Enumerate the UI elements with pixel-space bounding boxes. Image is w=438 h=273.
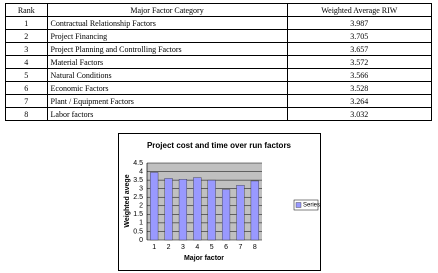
y-tick-label: 1 — [139, 220, 143, 227]
bar — [221, 189, 231, 241]
y-tick-label: 0 — [139, 237, 143, 244]
y-tick-label: 4.5 — [133, 160, 143, 167]
table-cell: 5 — [5, 68, 48, 82]
table-cell: 2 — [5, 29, 48, 43]
legend-label: Series1 — [303, 203, 321, 209]
bar — [193, 177, 202, 241]
table-cell: Natural Conditions — [46, 68, 288, 82]
x-tick-label: 1 — [152, 244, 156, 251]
x-tick-label: 4 — [195, 244, 199, 251]
table-cell: Plant / Equipment Factors — [46, 94, 288, 108]
header-cell: Major Factor Category — [46, 3, 288, 17]
table-row: 7 Plant / Equipment Factors 3.264 — [5, 94, 433, 108]
table-cell: 3.566 — [286, 68, 433, 82]
x-tick-label: 3 — [181, 244, 185, 251]
factor-table: Rank Major Factor Category Weighted Averag… — [5, 3, 433, 121]
table-cell: 4 — [5, 55, 48, 69]
table-row: 6 Economic Factors 3.528 — [5, 81, 433, 95]
y-tick-label: 3.5 — [133, 177, 143, 184]
table-cell: Labor factors — [46, 107, 288, 121]
y-tick-label: 2.5 — [133, 194, 143, 201]
header-cell: Weighted Average RIW — [286, 3, 433, 17]
bar — [178, 179, 188, 241]
table-row: 5 Natural Conditions 3.566 — [5, 68, 433, 82]
x-tick-label: 2 — [167, 244, 171, 251]
table-cell: Material Factors — [46, 55, 288, 69]
table-cell: 7 — [5, 94, 48, 108]
y-axis-label: Weighted avege — [124, 174, 131, 227]
y-tick-label: 2 — [139, 203, 143, 210]
x-tick-label: 5 — [210, 244, 214, 251]
table-cell: 3.572 — [286, 55, 433, 69]
table-cell: 3.705 — [286, 29, 433, 43]
table-row: 8 Labor factors 3.032 — [5, 107, 433, 121]
table-cell: Contractual Relationship Factors — [46, 16, 288, 30]
chart-title: Project cost and time over run factors — [147, 141, 292, 150]
plot-area — [147, 163, 262, 240]
table-row: 1 Contractual Relationship Factors 3.987 — [5, 16, 433, 30]
bar — [150, 172, 159, 241]
table-cell: Project Financing — [46, 29, 288, 43]
table-cell: 3.657 — [286, 42, 433, 56]
y-tick-label: 3 — [139, 186, 143, 193]
table-row: 2 Project Financing 3.705 — [5, 29, 433, 43]
header-cell: Rank — [5, 3, 48, 17]
table-cell: 8 — [5, 107, 48, 121]
bar — [164, 178, 173, 241]
legend-swatch — [295, 202, 302, 208]
y-tick-label: 4 — [139, 168, 143, 175]
legend-box — [293, 199, 319, 211]
x-tick-label: 7 — [238, 244, 242, 251]
table-row: 3 Project Planning and Controlling Factor… — [5, 42, 433, 56]
y-tick-label: 0.5 — [133, 228, 143, 235]
x-tick-label: 8 — [253, 244, 257, 251]
table-cell: 6 — [5, 81, 48, 95]
table-row: 4 Material Factors 3.572 — [5, 55, 433, 69]
table-cell: 3.264 — [286, 94, 433, 108]
table-cell: Project Planning and Controlling Factors — [46, 42, 288, 56]
table-cell: 1 — [5, 16, 48, 30]
table-cell: 3.528 — [286, 81, 433, 95]
table-cell: Economic Factors — [46, 81, 288, 95]
x-axis-label: Major factor — [184, 255, 224, 262]
bar — [250, 180, 259, 241]
chart: Project cost and time over run factors M… — [118, 133, 321, 271]
bar — [207, 179, 216, 241]
y-tick-label: 1.5 — [133, 211, 143, 218]
table-cell: 3 — [5, 42, 48, 56]
table-cell: 3.987 — [286, 16, 433, 30]
table-cell: 3.032 — [286, 107, 433, 121]
x-tick-label: 6 — [224, 244, 228, 251]
bar — [236, 185, 245, 241]
